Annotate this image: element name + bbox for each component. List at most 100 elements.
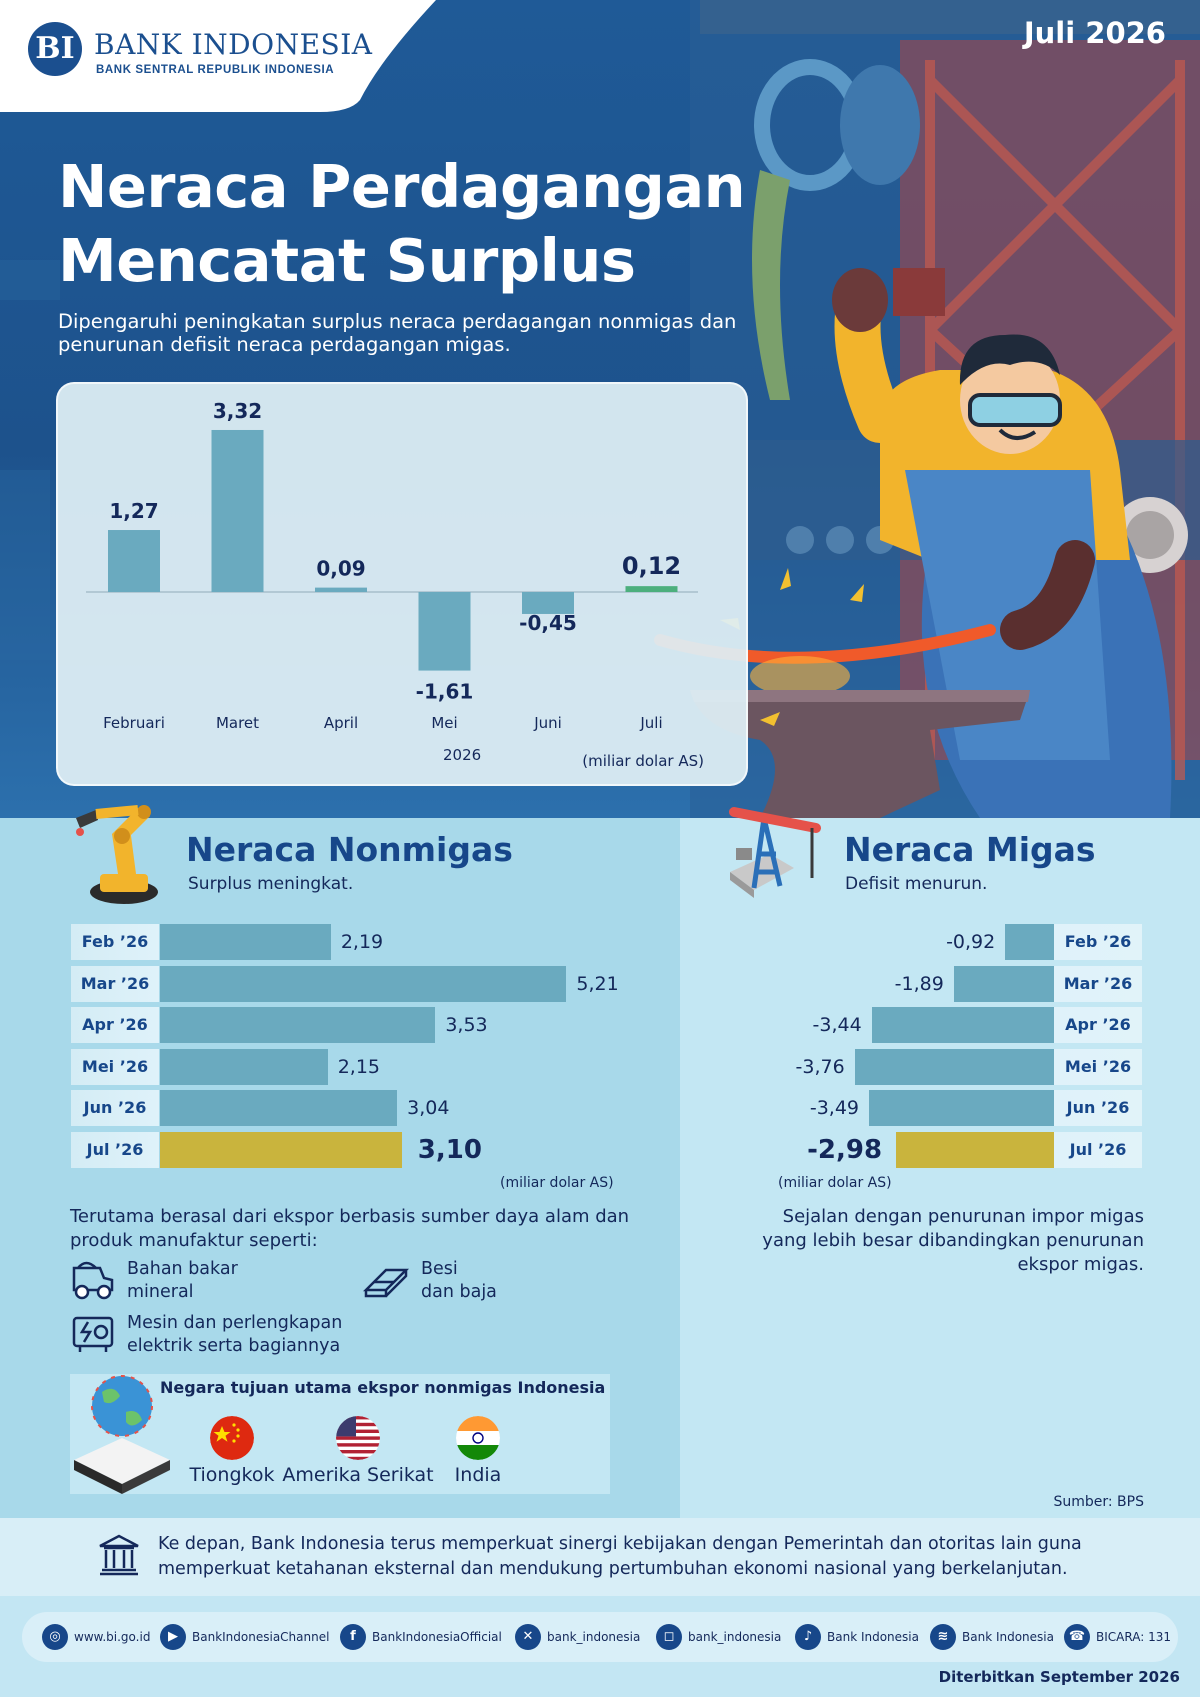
x-tick-label: Juni [533, 714, 562, 732]
logo-name: BANK INDONESIA [94, 28, 373, 61]
bar-value-label: 0,09 [316, 557, 365, 581]
migas-description-line-2: yang lebih besar dibandingkan penurunan [762, 1230, 1144, 1251]
row-bar [160, 1048, 328, 1085]
x-tick-label: Maret [216, 714, 259, 732]
social-link-label: BICARA: 131 [1096, 1630, 1171, 1644]
row-value: -3,49 [809, 1097, 860, 1119]
bar-februari [108, 530, 160, 592]
social-link-instagram[interactable]: ◻ bank_indonesia [656, 1624, 781, 1650]
social-link-x[interactable]: ✕ bank_indonesia [515, 1624, 640, 1650]
row-label: Feb ’26 [1054, 924, 1142, 960]
row-label: Jun ’26 [1054, 1090, 1142, 1126]
row-label: Jun ’26 [71, 1090, 159, 1126]
migas-subtitle: Defisit menurun. [845, 874, 988, 894]
row-bar [160, 1007, 436, 1043]
row-bar [896, 1131, 1054, 1168]
x-tick-label: Februari [103, 714, 165, 732]
item-label-line-1: Besi [421, 1259, 458, 1279]
row-bar [1005, 924, 1054, 960]
bar-value-label: 3,32 [213, 399, 262, 423]
bar-value-label: 1,27 [109, 499, 158, 523]
youtube-icon: ▶ [160, 1624, 186, 1650]
report-date: Juli 2026 [1023, 16, 1166, 50]
x-icon: ✕ [515, 1624, 541, 1650]
row-value: -1,89 [894, 972, 944, 995]
facebook-icon: f [340, 1624, 366, 1650]
social-link-bicara[interactable]: ☎ BICARA: 131 [1064, 1624, 1171, 1650]
x-tick-label: Mei [431, 714, 457, 732]
item-label-line-2: dan baja [421, 1282, 497, 1302]
page-title: Neraca Perdagangan Mencatat Surplus [58, 150, 746, 298]
social-link-label: bank_indonesia [547, 1630, 641, 1644]
bicara-icon: ☎ [1064, 1624, 1090, 1650]
social-link-label: BankIndonesiaChannel [192, 1630, 330, 1644]
row-label: Apr ’26 [1054, 1007, 1142, 1043]
usa-flag-icon [336, 1416, 380, 1460]
row-value: -3,44 [812, 1014, 862, 1036]
oil-pump-icon [729, 807, 821, 898]
title-line-2: Mencatat Surplus [58, 226, 636, 295]
social-link-label: Bank Indonesia [827, 1630, 919, 1644]
row-label: Apr ’26 [71, 1007, 159, 1043]
social-link-youtube[interactable]: ▶ BankIndonesiaChannel [160, 1624, 329, 1650]
row-label: Mar ’26 [1054, 965, 1142, 1002]
publication-date: Diterbitkan September 2026 [938, 1668, 1180, 1686]
nonmigas-description: Terutama berasal dari ekspor berbasis su… [70, 1206, 630, 1251]
bar-juli [625, 586, 678, 592]
social-link-spotify[interactable]: ≋ Bank Indonesia [930, 1624, 1054, 1650]
row-label: Mar ’26 [71, 965, 159, 1002]
item-label-line-2: elektrik serta bagiannya [127, 1336, 341, 1356]
destinations-title: Negara tujuan utama ekspor nonmigas Indo… [160, 1378, 606, 1397]
china-flag-icon [210, 1416, 254, 1460]
instagram-icon: ◻ [656, 1624, 682, 1650]
row-bar [160, 1131, 402, 1168]
row-value: -2,98 [807, 1134, 883, 1165]
destination-usa: Amerika Serikat [282, 1464, 434, 1486]
row-value: 3,53 [445, 1014, 488, 1036]
social-link-label: bank_indonesia [688, 1630, 782, 1644]
globe-icon: ◎ [42, 1624, 68, 1650]
bar-value-label: -0,45 [519, 611, 577, 635]
closing-band [0, 1518, 1200, 1596]
nonmigas-title: Neraca Nonmigas [186, 830, 513, 869]
bar-juni [522, 592, 574, 614]
trade-balance-bar-chart: 1,27 Februari 3,32 Maret 0,09 April -1,61 Mei -0… [86, 399, 698, 732]
row-bar [953, 965, 1054, 1002]
social-link-label: BankIndonesiaOfficial [372, 1630, 502, 1644]
x-tick-label: April [324, 714, 358, 732]
row-value: 2,19 [340, 931, 384, 953]
globe-platform-icon [74, 1375, 170, 1494]
social-link-label: Bank Indonesia [962, 1630, 1054, 1644]
destination-india: India [454, 1464, 502, 1486]
row-value: 3,04 [407, 1097, 450, 1119]
bar-value-label: 0,12 [622, 552, 681, 580]
social-link-facebook[interactable]: f BankIndonesiaOfficial [340, 1624, 502, 1650]
nonmigas-subtitle: Surplus meningkat. [188, 874, 354, 894]
item-label-line-1: Bahan bakar [127, 1259, 238, 1279]
row-bar [160, 965, 567, 1002]
social-link-label: www.bi.go.id [74, 1630, 151, 1644]
destination-china: Tiongkok [189, 1464, 275, 1486]
row-bar [160, 1090, 398, 1126]
x-tick-label: Juli [639, 714, 662, 732]
row-label: Jul ’26 [1054, 1131, 1142, 1168]
chart-unit: (miliar dolar AS) [582, 752, 704, 770]
social-media-bar [22, 1612, 1178, 1662]
page-subtitle: Dipengaruhi peningkatan surplus neraca p… [58, 310, 737, 356]
row-label: Mei ’26 [1054, 1048, 1142, 1085]
migas-description-line-3: ekspor migas. [1017, 1254, 1144, 1275]
social-link-tiktok[interactable]: ♪ Bank Indonesia [795, 1624, 919, 1650]
row-value: 2,15 [337, 1055, 380, 1078]
robot-arm-icon [76, 805, 158, 904]
export-item-iron-steel: Besi dan baja [421, 1258, 497, 1304]
social-link-globe[interactable]: ◎ www.bi.go.id [42, 1624, 150, 1650]
bar-mei [418, 592, 471, 671]
row-value: -0,92 [946, 931, 996, 953]
spotify-icon: ≋ [930, 1624, 956, 1650]
tiktok-icon: ♪ [795, 1624, 821, 1650]
bar-value-label: -1,61 [416, 680, 474, 704]
row-label: Jul ’26 [71, 1131, 159, 1168]
row-bar [160, 924, 331, 960]
data-source: Sumber: BPS [1053, 1494, 1144, 1510]
nonmigas-unit: (miliar dolar AS) [500, 1175, 614, 1191]
